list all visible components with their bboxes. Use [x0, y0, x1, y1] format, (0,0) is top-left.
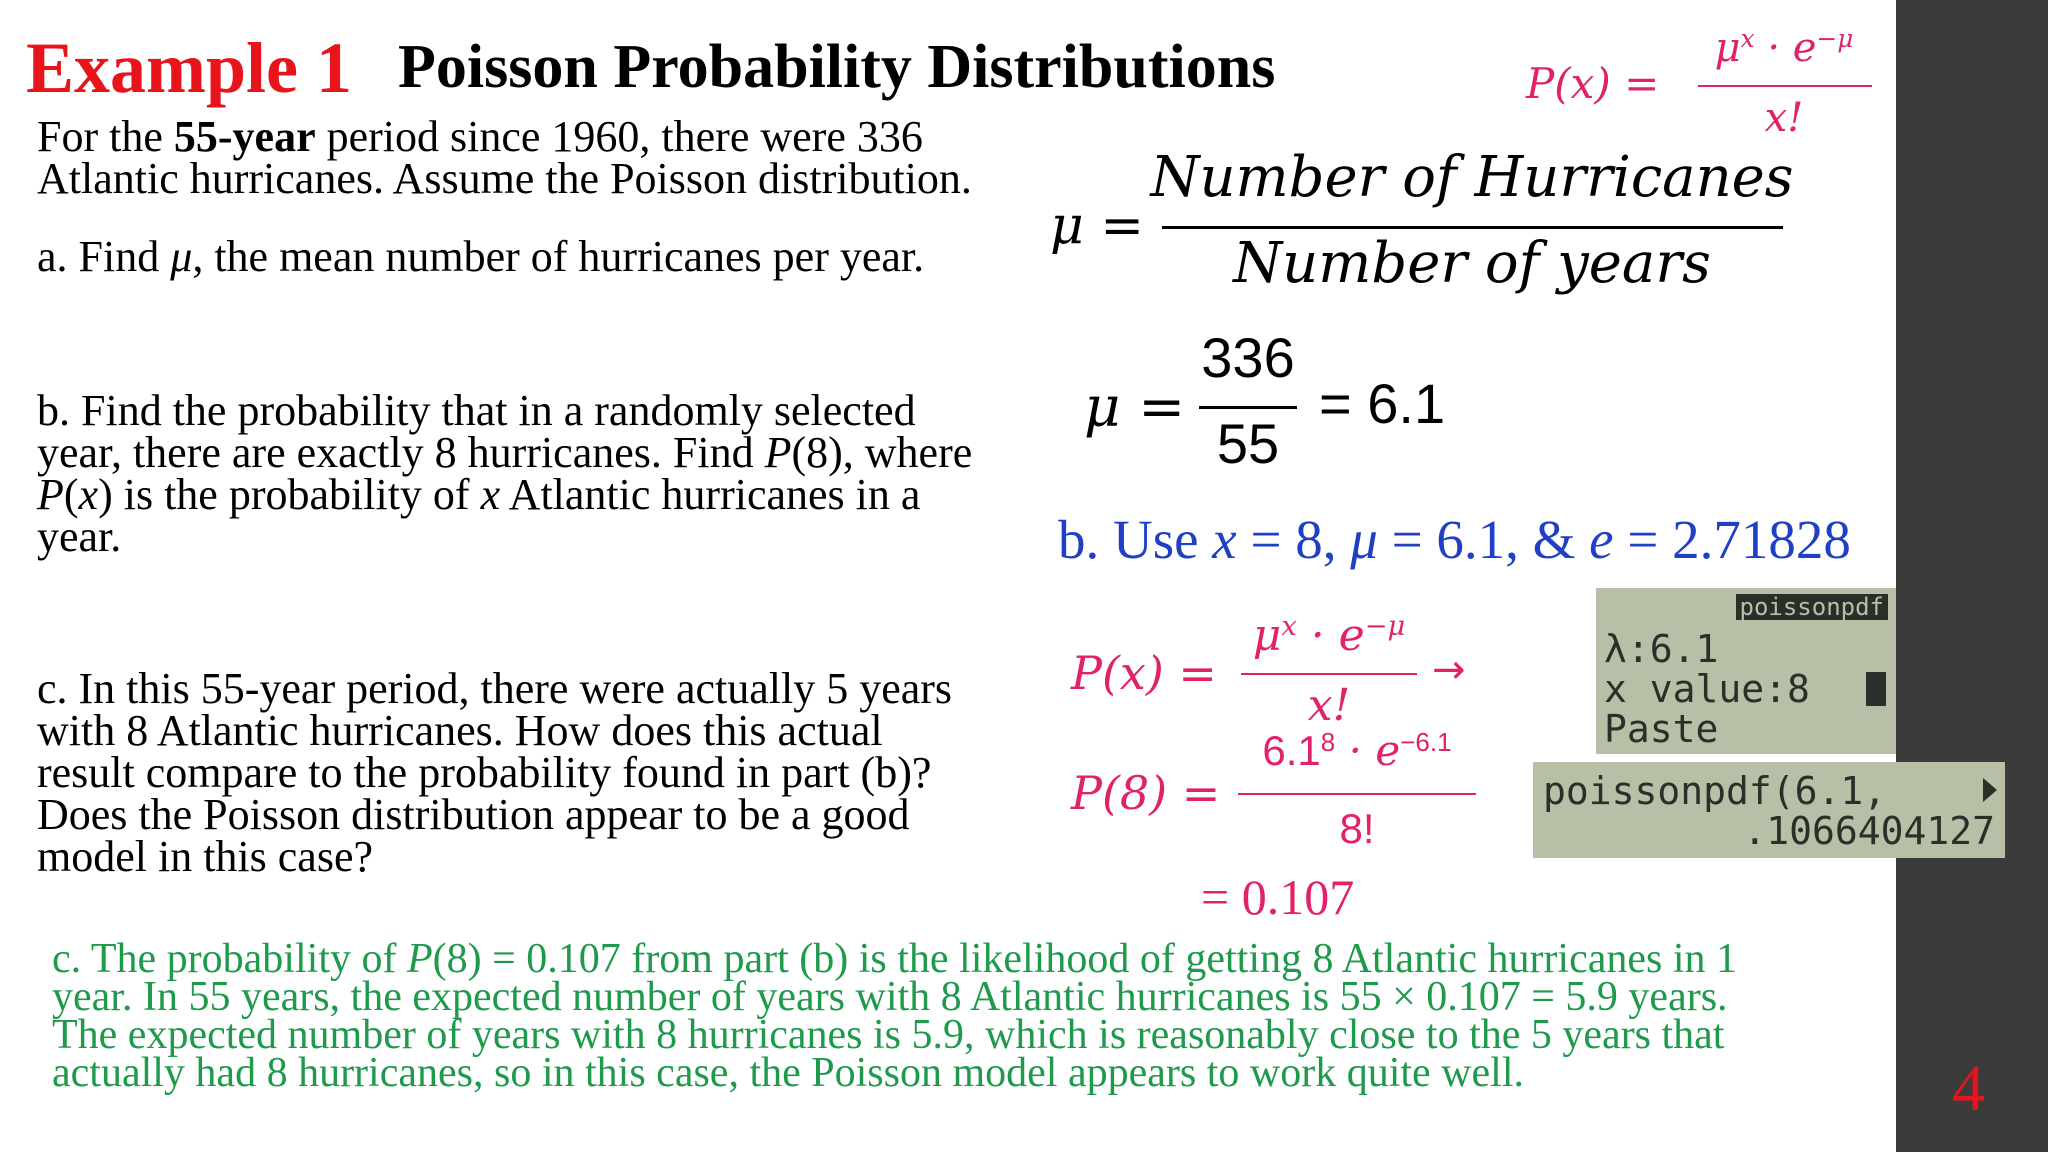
cursor	[1866, 672, 1886, 706]
text: result compare to the probability found …	[37, 748, 932, 797]
screen-header: poissonpdf	[1735, 594, 1888, 620]
text: year, there are exactly 8 hurricanes. Fi…	[37, 428, 765, 477]
text: , the mean number of hurricanes per year…	[192, 232, 925, 281]
question-a: a. Find μ, the mean number of hurricanes…	[37, 235, 924, 279]
calc-lhs: μ =	[1084, 375, 1186, 440]
text: x	[480, 470, 501, 519]
answer-c: c. The probability of P(8) = 0.107 from …	[52, 938, 1737, 1094]
text: c. In this 55-year period, there were ac…	[37, 664, 953, 713]
formula-lhs: P(x) =	[1526, 59, 1660, 108]
mean-denominator: Number of years	[1233, 231, 1711, 296]
text: = 2.71828	[1613, 509, 1851, 570]
pmf-denominator: x!	[1307, 680, 1351, 731]
fraction-line	[1162, 226, 1783, 229]
sidebar	[1896, 0, 2048, 1152]
question-c: c. In this 55-year period, there were ac…	[37, 667, 952, 881]
text: e	[1589, 509, 1614, 570]
question-b: b. Find the probability that in a random…	[37, 389, 973, 561]
text: Does the Poisson distribution appear to …	[37, 790, 910, 839]
text: P	[37, 470, 64, 519]
text: (8), where	[791, 428, 973, 477]
page-number: 4	[1952, 1052, 1985, 1125]
text: Atlantic hurricanes. Assume the Poisson …	[37, 154, 972, 203]
p8-numerator: 6.18 · e−6.1	[1262, 726, 1452, 774]
fraction-line	[1238, 793, 1476, 795]
fraction-line	[1698, 85, 1872, 87]
text: b. Use	[1058, 509, 1213, 570]
formula-part: −6.1	[1400, 726, 1452, 757]
calc-denominator: 55	[1216, 412, 1280, 475]
fraction-line	[1199, 406, 1297, 409]
formula-part: x	[1281, 611, 1297, 642]
calc-numerator: 336	[1201, 326, 1295, 389]
text: actually had 8 hurricanes, so in this ca…	[52, 1050, 1524, 1096]
text: μ	[1350, 509, 1378, 570]
formula-part: · e	[1754, 25, 1817, 71]
text: x	[78, 470, 99, 519]
formula-part: 8	[1320, 726, 1336, 757]
text: b. Find the probability that in a random…	[37, 386, 916, 435]
p8-denominator: 8!	[1339, 805, 1375, 852]
calc-result: = 6.1	[1319, 372, 1446, 435]
text: (8) = 0.107 from part (b) is the likelih…	[432, 936, 1738, 982]
more-arrow	[1983, 778, 1997, 802]
text: = 8,	[1236, 509, 1351, 570]
mean-lhs: μ =	[1050, 196, 1144, 256]
formula-part: 6.1	[1262, 727, 1321, 774]
text: Atlantic hurricanes in a	[500, 470, 921, 519]
mean-numerator: Number of Hurricanes	[1150, 145, 1794, 210]
text: c. The probability of	[52, 936, 407, 982]
screen-line: poissonpdf(6.1,	[1543, 769, 1887, 813]
text: x	[1212, 509, 1237, 570]
text: (	[63, 470, 79, 519]
screen-line: Paste	[1604, 707, 1719, 751]
text: year.	[37, 512, 122, 561]
screen-line: x value:8	[1604, 667, 1810, 711]
text: μ	[170, 232, 193, 281]
use-values: b. Use x = 8, μ = 6.1, & e = 2.71828	[1058, 512, 1851, 567]
text: The expected number of years with 8 hurr…	[52, 1012, 1725, 1058]
title: Poisson Probability Distributions	[398, 33, 1276, 101]
formula-numerator: μx · e−μ	[1714, 25, 1854, 71]
arrow: →	[1432, 647, 1466, 693]
formula-part: −μ	[1816, 24, 1854, 54]
formula-part: μ	[1252, 610, 1282, 661]
calculator-screen: poissonpdf λ:6.1 x value:8 Paste	[1596, 588, 1896, 754]
calculator-screen: poissonpdf(6.1, .1066404127	[1533, 762, 2005, 858]
fraction-line	[1241, 673, 1417, 675]
text: ) is the probability of	[98, 470, 481, 519]
p8-lhs: P(8) =	[1071, 766, 1221, 820]
text: = 6.1, &	[1377, 509, 1590, 570]
formula-part: · e	[1296, 610, 1365, 661]
text: For the	[37, 112, 174, 161]
formula-part: μ	[1714, 25, 1741, 71]
screen-line: λ:6.1	[1604, 627, 1719, 671]
text: year. In 55 years, the expected number o…	[52, 974, 1728, 1020]
text: a. Find	[37, 232, 171, 281]
intro: For the 55-year period since 1960, there…	[37, 115, 972, 203]
text: period since 1960, there were 336	[315, 112, 923, 161]
example-label: Example 1	[26, 28, 353, 108]
text: model in this case?	[37, 832, 374, 881]
formula-part: x	[1740, 24, 1755, 54]
pmf-lhs: P(x) =	[1071, 646, 1217, 700]
text: 55-year	[173, 112, 316, 161]
text: P	[764, 428, 792, 477]
pmf-numerator: μx · e−μ	[1253, 611, 1406, 658]
p8-result: = 0.107	[1201, 869, 1355, 925]
screen-line: .1066404127	[1743, 809, 1995, 853]
formula-part: −μ	[1364, 611, 1406, 642]
text: with 8 Atlantic hurricanes. How does thi…	[37, 706, 883, 755]
formula-part: · e	[1335, 726, 1401, 775]
text: P	[406, 936, 433, 982]
formula-denominator: x!	[1764, 95, 1804, 141]
